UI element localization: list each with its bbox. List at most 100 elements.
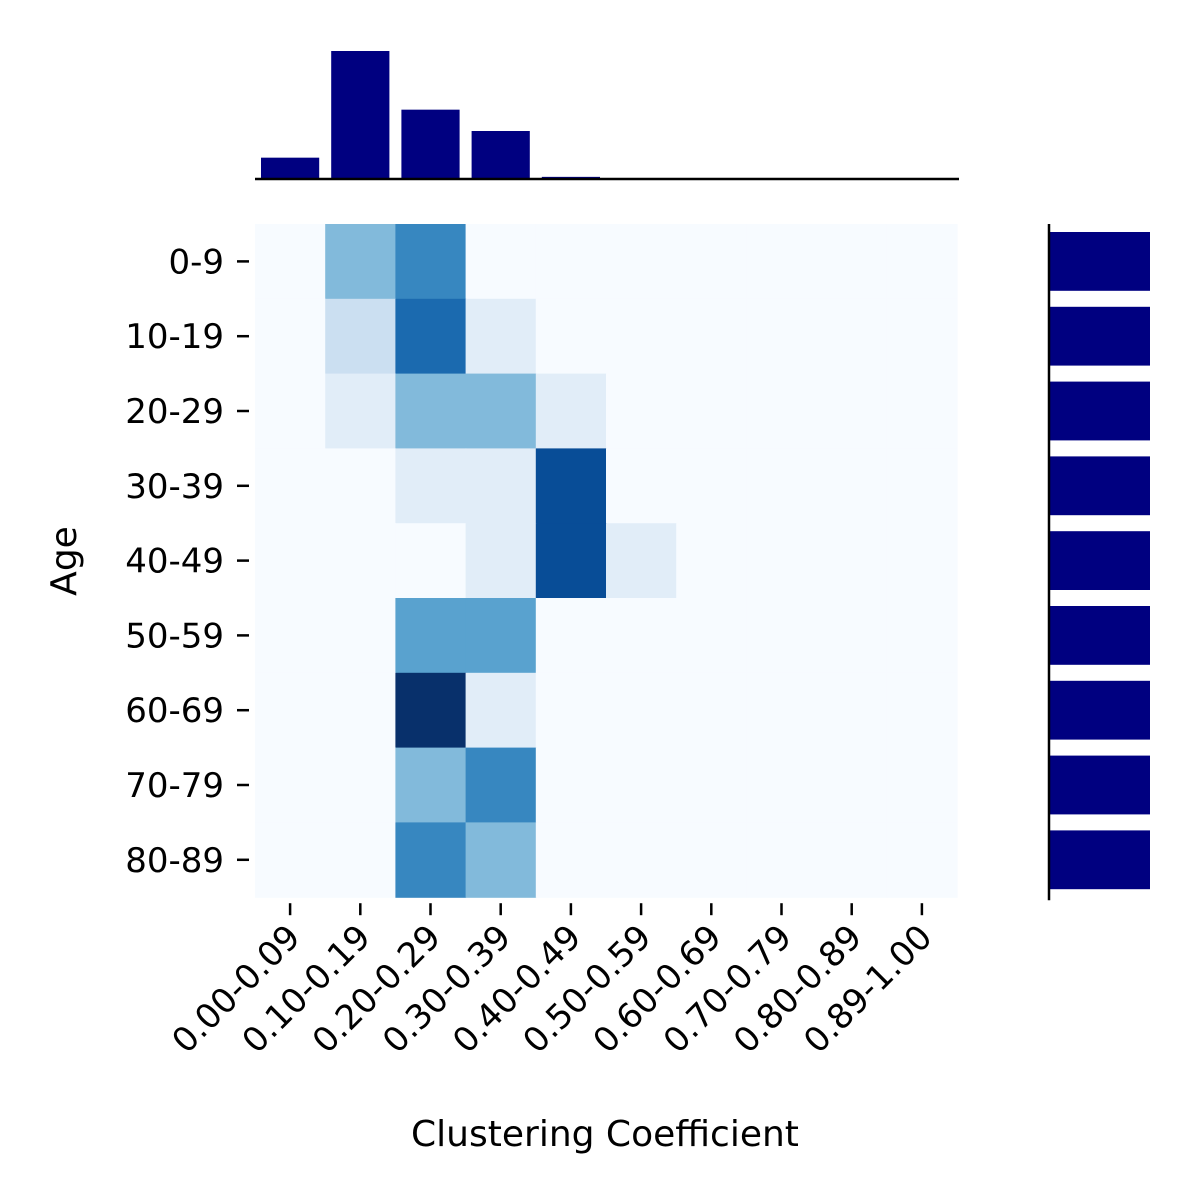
heatmap-cell-30-39-0.20-0.29	[395, 448, 467, 524]
heatmap-cell-60-69-0.40-0.49	[535, 672, 607, 749]
heatmap-cell-60-69-0.80-0.89	[816, 672, 888, 749]
top-marginal-bar-0.30-0.39	[471, 131, 530, 179]
heatmap-cell-50-59-0.10-0.19	[325, 598, 396, 674]
heatmap-cell-20-29-0.40-0.49	[535, 373, 607, 449]
heatmap-cell-20-29-0.60-0.69	[676, 373, 747, 449]
heatmap-cell-30-39-0.40-0.49	[535, 448, 607, 524]
heatmap-cell-40-49-0.00-0.09	[255, 523, 326, 599]
heatmap-cell-10-19-0.10-0.19	[325, 298, 396, 375]
heatmap-cell-10-19-0.30-0.39	[465, 298, 537, 375]
right-marginal-bar-70-79	[1049, 755, 1150, 815]
y-axis: 0-9 10-19 20-29 30-39 40-49 50-59 60-69 70-79 80…	[125, 242, 249, 881]
heatmap-cell-50-59-0.00-0.09	[255, 598, 326, 674]
heatmap-cell-70-79-0.89-1.00	[886, 747, 958, 823]
top-marginal-histogram	[255, 51, 959, 181]
heatmap-cell-10-19-0.70-0.79	[746, 298, 818, 375]
heatmap-cell-50-59-0.30-0.39	[465, 598, 537, 674]
heatmap-cell-30-39-0.70-0.79	[746, 448, 818, 524]
right-marginal-bar-60-69	[1049, 680, 1150, 740]
y-tick-label: 20-29	[125, 392, 224, 432]
y-axis-title: Age	[44, 526, 85, 596]
y-tick-label: 0-9	[168, 242, 224, 282]
heatmap-cell-40-49-0.89-1.00	[886, 523, 958, 599]
heatmap-cell-70-79-0.30-0.39	[465, 747, 537, 823]
heatmap-cell-30-39-0.80-0.89	[816, 448, 888, 524]
heatmap-cell-50-59-0.70-0.79	[746, 598, 818, 674]
heatmap-cell-50-59-0.60-0.69	[676, 598, 747, 674]
heatmap-cell-0-9-0.50-0.59	[606, 224, 677, 300]
heatmap-cell-10-19-0.40-0.49	[535, 298, 607, 375]
heatmap-cell-0-9-0.89-1.00	[886, 224, 958, 300]
heatmap-cell-10-19-0.00-0.09	[255, 298, 326, 375]
right-marginal-bar-50-59	[1049, 606, 1150, 665]
heatmap-cell-20-29-0.00-0.09	[255, 373, 326, 449]
heatmap-cell-20-29-0.50-0.59	[606, 373, 677, 449]
heatmap-cell-70-79-0.80-0.89	[816, 747, 888, 823]
top-marginal-bar-0.10-0.19	[331, 51, 390, 179]
heatmap-cell-70-79-0.70-0.79	[746, 747, 818, 823]
heatmap-cell-70-79-0.10-0.19	[325, 747, 396, 823]
heatmap-cell-20-29-0.70-0.79	[746, 373, 818, 449]
heatmap-cell-0-9-0.30-0.39	[465, 224, 537, 300]
heatmap-cell-20-29-0.80-0.89	[816, 373, 888, 449]
right-marginal-bar-0-9	[1049, 232, 1150, 291]
heatmap-cell-0-9-0.20-0.29	[395, 224, 467, 300]
heatmap-cell-60-69-0.50-0.59	[606, 672, 677, 749]
heatmap-cell-40-49-0.20-0.29	[395, 523, 467, 599]
heatmap-cell-80-89-0.30-0.39	[465, 822, 537, 898]
right-marginal-histogram	[1047, 224, 1150, 901]
y-tick-label: 40-49	[125, 542, 224, 582]
heatmap-cell-50-59-0.20-0.29	[395, 598, 467, 674]
heatmap-cell-60-69-0.20-0.29	[395, 672, 467, 749]
heatmap-cell-40-49-0.10-0.19	[325, 523, 396, 599]
heatmap-cell-40-49-0.70-0.79	[746, 523, 818, 599]
top-marginal-bar-0.20-0.29	[401, 109, 460, 179]
heatmap-cell-80-89-0.89-1.00	[886, 822, 958, 898]
heatmap-cell-50-59-0.89-1.00	[886, 598, 958, 674]
heatmap-cell-0-9-0.40-0.49	[535, 224, 607, 300]
heatmap-cell-60-69-0.60-0.69	[676, 672, 747, 749]
heatmap-cell-80-89-0.20-0.29	[395, 822, 467, 898]
y-tick-label: 60-69	[125, 691, 224, 731]
heatmap-cell-30-39-0.30-0.39	[465, 448, 537, 524]
heatmap-cell-30-39-0.10-0.19	[325, 448, 396, 524]
heatmap-cell-70-79-0.20-0.29	[395, 747, 467, 823]
heatmap-cell-70-79-0.00-0.09	[255, 747, 326, 823]
heatmap-cell-0-9-0.00-0.09	[255, 224, 326, 300]
heatmap-cell-50-59-0.40-0.49	[535, 598, 607, 674]
heatmap-cell-10-19-0.50-0.59	[606, 298, 677, 375]
heatmap-cell-80-89-0.00-0.09	[255, 822, 326, 898]
heatmap-cell-20-29-0.30-0.39	[465, 373, 537, 449]
right-marginal-bar-10-19	[1049, 306, 1150, 366]
heatmap-cell-0-9-0.60-0.69	[676, 224, 747, 300]
heatmap-cells	[255, 224, 958, 898]
heatmap-cell-10-19-0.60-0.69	[676, 298, 747, 375]
right-marginal-bar-80-89	[1049, 830, 1150, 890]
heatmap-cell-80-89-0.40-0.49	[535, 822, 607, 898]
heatmap-cell-80-89-0.50-0.59	[606, 822, 677, 898]
heatmap-cell-20-29-0.10-0.19	[325, 373, 396, 449]
heatmap-cell-10-19-0.20-0.29	[395, 298, 467, 375]
right-marginal-bar-30-39	[1049, 456, 1150, 516]
heatmap-cell-40-49-0.30-0.39	[465, 523, 537, 599]
heatmap-cell-10-19-0.80-0.89	[816, 298, 888, 375]
x-axis-title: Clustering Coefficient	[411, 1114, 799, 1155]
x-axis: 0.00-0.090.10-0.190.20-0.290.30-0.390.40…	[164, 903, 940, 1061]
heatmap-cell-10-19-0.89-1.00	[886, 298, 958, 375]
heatmap-cell-60-69-0.10-0.19	[325, 672, 396, 749]
right-marginal-bar-40-49	[1049, 531, 1150, 590]
heatmap-cell-50-59-0.50-0.59	[606, 598, 677, 674]
heatmap-cell-60-69-0.70-0.79	[746, 672, 818, 749]
y-tick-label: 30-39	[125, 467, 224, 507]
heatmap-cell-50-59-0.80-0.89	[816, 598, 888, 674]
heatmap-cell-80-89-0.60-0.69	[676, 822, 747, 898]
heatmap-cell-0-9-0.10-0.19	[325, 224, 396, 300]
heatmap-cell-70-79-0.40-0.49	[535, 747, 607, 823]
heatmap-cell-60-69-0.30-0.39	[465, 672, 537, 749]
heatmap-cell-40-49-0.40-0.49	[535, 523, 607, 599]
y-tick-label: 50-59	[125, 616, 224, 656]
heatmap-cell-70-79-0.60-0.69	[676, 747, 747, 823]
heatmap-cell-0-9-0.70-0.79	[746, 224, 818, 300]
right-marginal-bar-20-29	[1049, 381, 1150, 441]
y-tick-label: 70-79	[125, 766, 224, 806]
